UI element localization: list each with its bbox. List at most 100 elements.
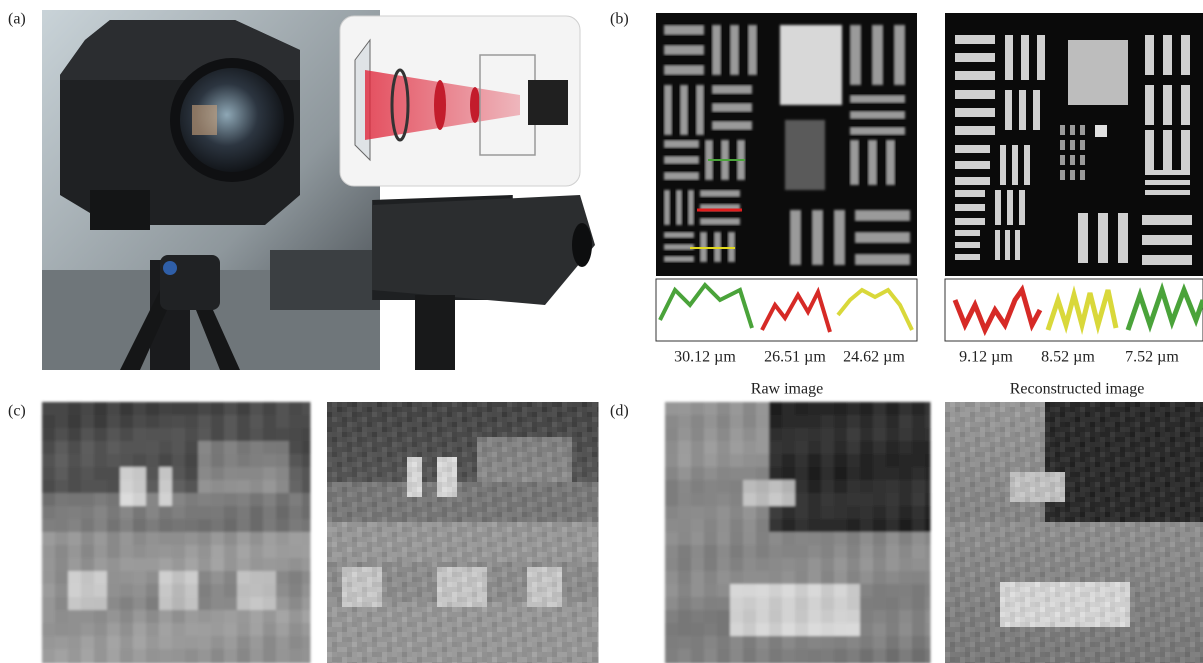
pixel [382,492,388,498]
pixel [502,502,508,508]
pixel [955,417,961,423]
pixel [55,454,69,468]
pixel [537,637,543,643]
pixel [678,519,692,533]
pixel [582,402,588,408]
target-bar [1015,230,1020,260]
pixel [337,487,343,493]
pixel [492,497,498,503]
target-bar [1142,235,1192,245]
pixel [678,428,692,442]
pixel [302,571,311,585]
pixel [567,552,573,558]
pixel [567,457,573,463]
pixel [562,527,568,533]
pixel [1180,437,1186,443]
pixel [572,612,578,618]
pixel [567,532,573,538]
pixel [1195,422,1201,428]
pixel [382,642,388,648]
pixel [965,457,971,463]
pixel [517,657,523,663]
pixel [597,567,599,573]
pixel [422,577,428,583]
pixel [502,402,508,408]
pixel [457,452,463,458]
pixel [392,612,398,618]
pixel [572,642,578,648]
pixel [527,557,533,563]
pixel [577,507,583,513]
pixel [342,642,348,648]
pixel [402,527,408,533]
pixel [437,442,443,448]
pixel [276,402,290,416]
pixel [1120,482,1126,488]
pixel [422,627,428,633]
reconstructed-profiles [945,279,1203,341]
pixel [507,577,513,583]
pixel [577,622,583,628]
pixel [547,552,553,558]
pixel [743,441,757,455]
pixel [532,477,538,483]
pixel [507,457,513,463]
pixel [407,652,413,658]
pixel [562,627,568,633]
pixel [756,545,770,559]
pixel [1075,477,1081,483]
pixel [527,652,533,658]
pixel [587,487,593,493]
pixel [352,537,358,543]
pixel [542,417,548,423]
pixel [678,467,692,481]
pixel [427,582,433,588]
pixel [592,422,598,428]
pixel [532,522,538,528]
pixel [1185,417,1191,423]
pixel [347,462,353,468]
pixel [337,597,343,603]
pixel [362,547,368,553]
pixel [382,582,388,588]
pixel [1120,497,1126,503]
pixel [1005,452,1011,458]
pixel [1120,437,1126,443]
pixel [347,407,353,413]
pixel [1145,452,1151,458]
pixel [945,417,951,423]
pixel [592,457,598,463]
pixel [552,627,558,633]
pixel [387,637,393,643]
pixel [527,587,533,593]
pixel [497,497,503,503]
pixel [392,607,398,613]
pixel [487,537,493,543]
pixel [980,407,986,413]
pixel [821,519,835,533]
pixel [1060,487,1066,493]
pixel [397,642,403,648]
pixel [437,432,443,438]
pixel [582,547,588,553]
pixel [1000,407,1006,413]
pixel [342,602,348,608]
pixel [1100,402,1106,408]
pixel [704,597,718,611]
pixel [263,636,277,650]
pixel [532,537,538,543]
pixel [834,558,848,572]
pixel [587,482,593,488]
pixel [577,452,583,458]
pixel [1135,422,1141,428]
pixel [94,519,108,533]
pixel [412,512,418,518]
pixel [342,412,348,418]
pixel [945,492,951,498]
pixel [743,636,757,650]
pixel [198,558,212,572]
pixel [847,402,861,416]
pixel [562,572,568,578]
pixel [769,493,783,507]
pixel [552,517,558,523]
